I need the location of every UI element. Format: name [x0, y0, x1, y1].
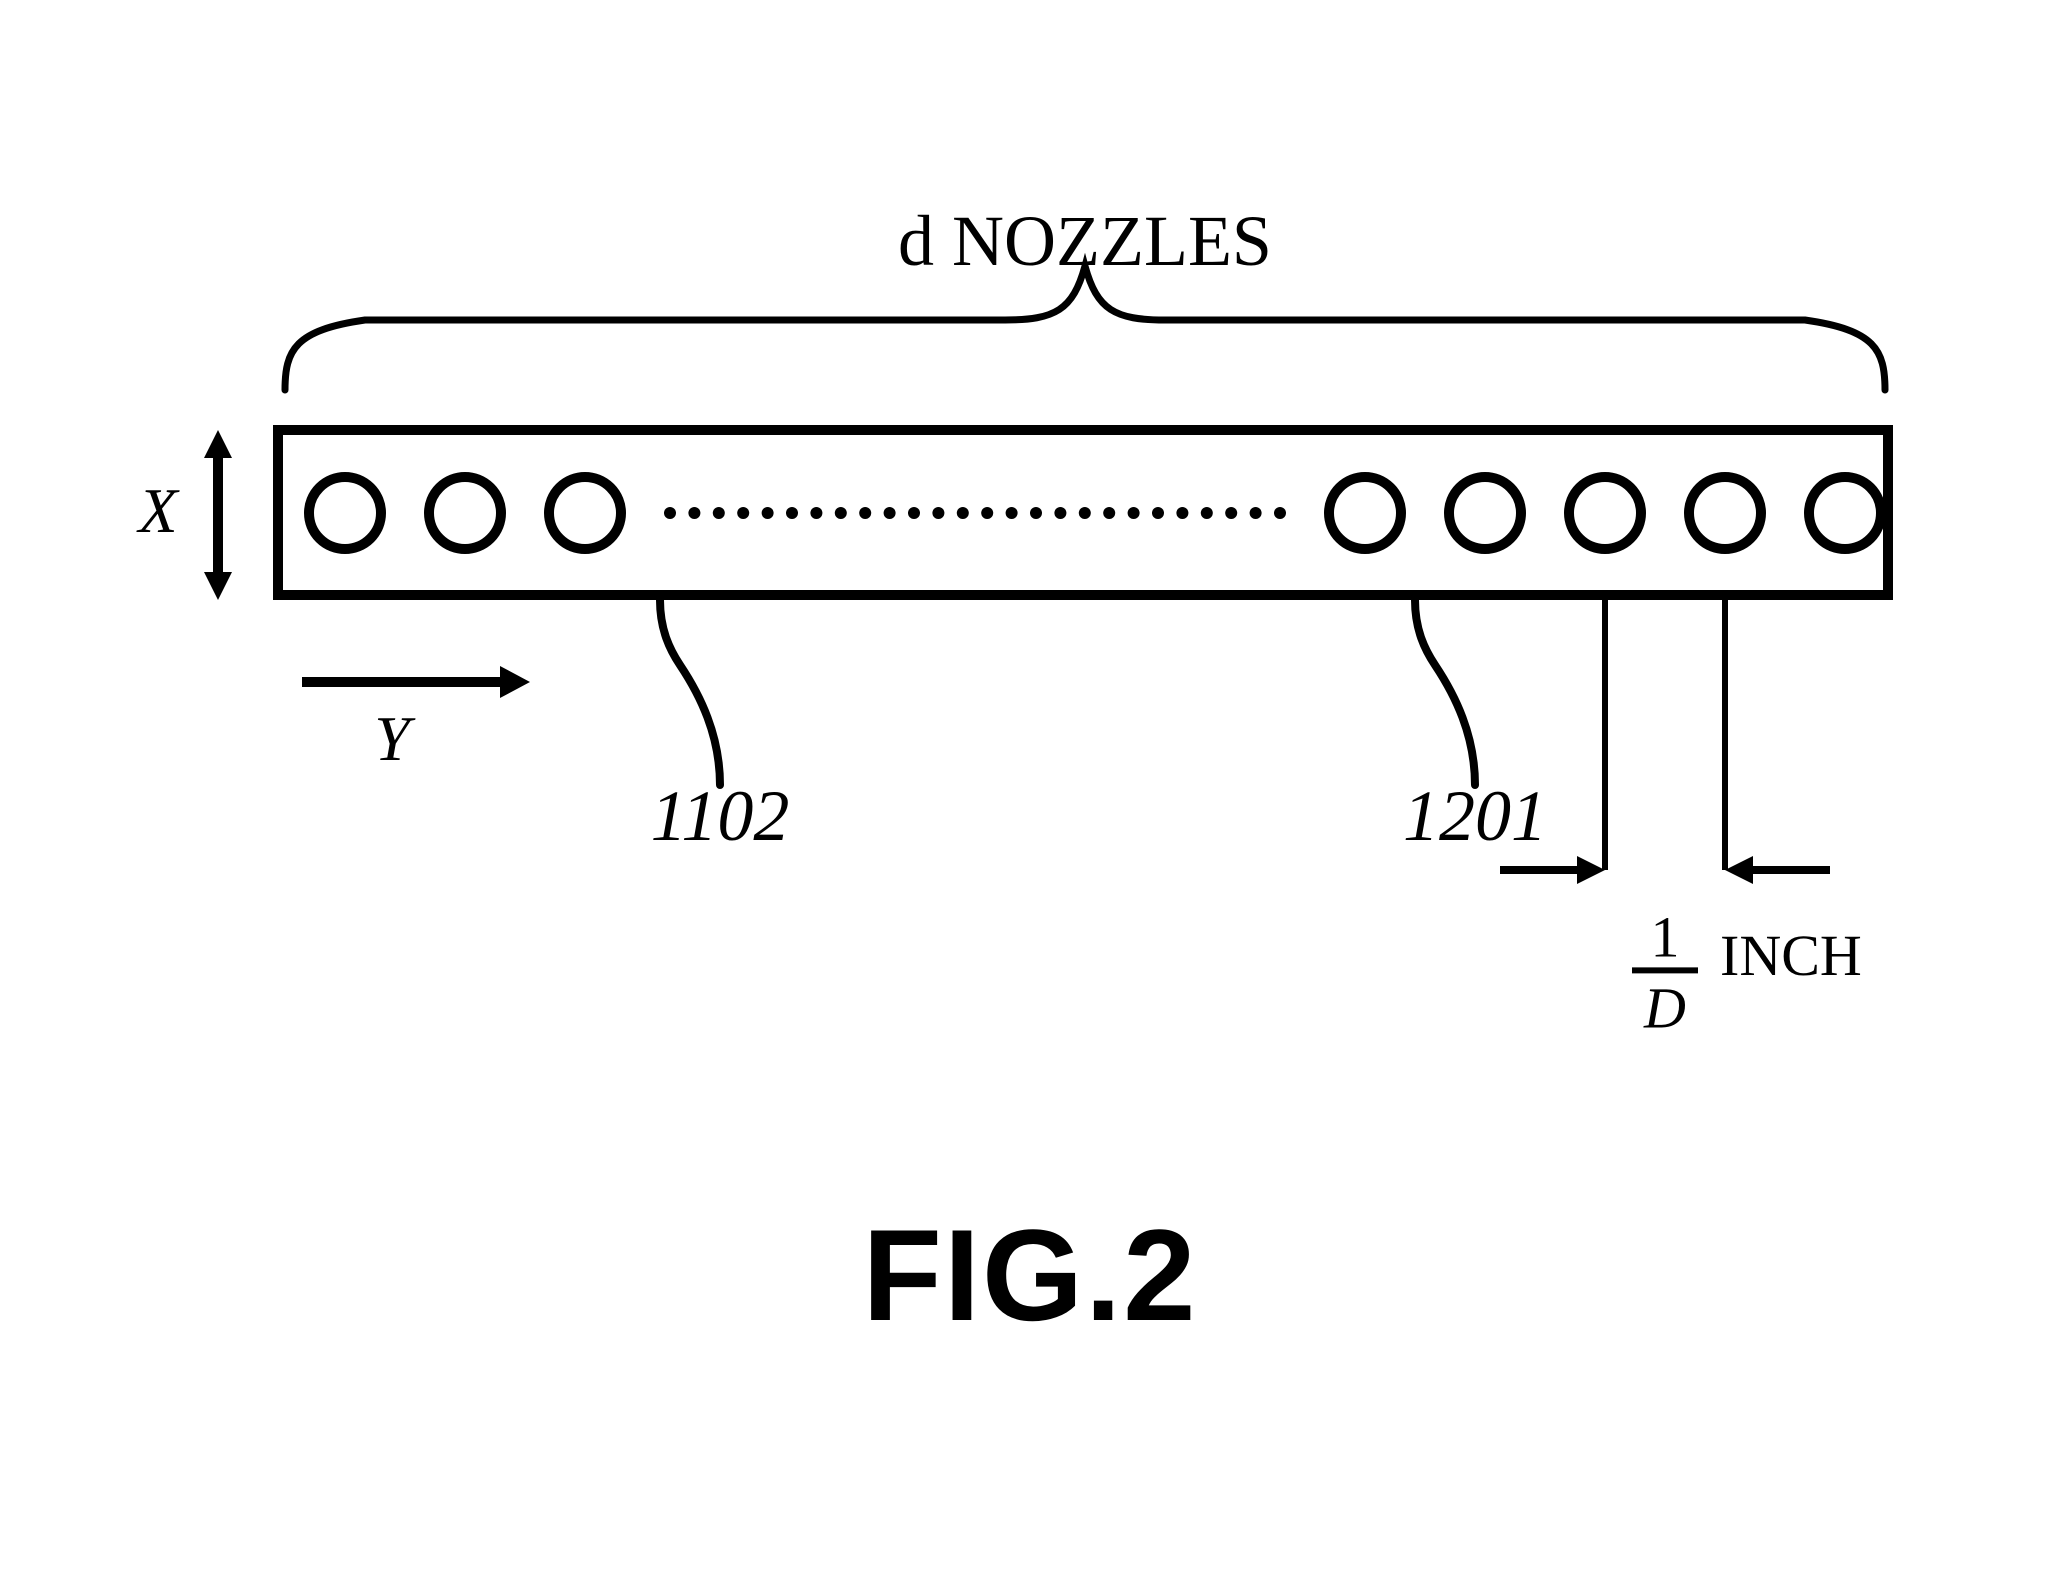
ellipsis-dot: [884, 507, 896, 519]
ellipsis-dot: [664, 507, 676, 519]
ref-1102-label: 1102: [651, 776, 790, 856]
ellipsis-dot: [1103, 507, 1115, 519]
nozzle-circle: [1329, 477, 1401, 549]
pitch-numerator: 1: [1651, 904, 1680, 969]
nozzle-circle: [549, 477, 621, 549]
figure-caption: FIG.2: [862, 1202, 1197, 1348]
ellipsis-dot: [786, 507, 798, 519]
ellipsis-dot: [1152, 507, 1164, 519]
nozzle-circle: [1809, 477, 1881, 549]
ellipsis-dot: [810, 507, 822, 519]
x-axis-label: X: [135, 475, 180, 546]
ellipsis-dot: [762, 507, 774, 519]
ellipsis-dot: [1079, 507, 1091, 519]
nozzle-circle: [1689, 477, 1761, 549]
ellipsis-dot: [1225, 507, 1237, 519]
ellipsis-dot: [932, 507, 944, 519]
ellipsis-dot: [1201, 507, 1213, 519]
ellipsis-dot: [1176, 507, 1188, 519]
ellipsis-dot: [981, 507, 993, 519]
nozzle-circle: [309, 477, 381, 549]
ellipsis-dot: [1054, 507, 1066, 519]
pitch-denominator: D: [1643, 976, 1686, 1041]
nozzle-circle: [1569, 477, 1641, 549]
ellipsis-dot: [1006, 507, 1018, 519]
ellipsis-dot: [957, 507, 969, 519]
ellipsis-dot: [908, 507, 920, 519]
ellipsis-dot: [1030, 507, 1042, 519]
nozzle-circle: [1449, 477, 1521, 549]
ellipsis-dot: [1128, 507, 1140, 519]
ellipsis-dot: [859, 507, 871, 519]
ellipsis-dot: [1250, 507, 1262, 519]
ellipsis-dot: [713, 507, 725, 519]
pitch-unit: INCH: [1720, 923, 1862, 988]
ellipsis-dot: [737, 507, 749, 519]
ellipsis-dot: [835, 507, 847, 519]
ref-1201-label: 1201: [1403, 776, 1547, 856]
nozzle-circle: [429, 477, 501, 549]
ellipsis-dot: [1274, 507, 1286, 519]
ellipsis-dot: [688, 507, 700, 519]
